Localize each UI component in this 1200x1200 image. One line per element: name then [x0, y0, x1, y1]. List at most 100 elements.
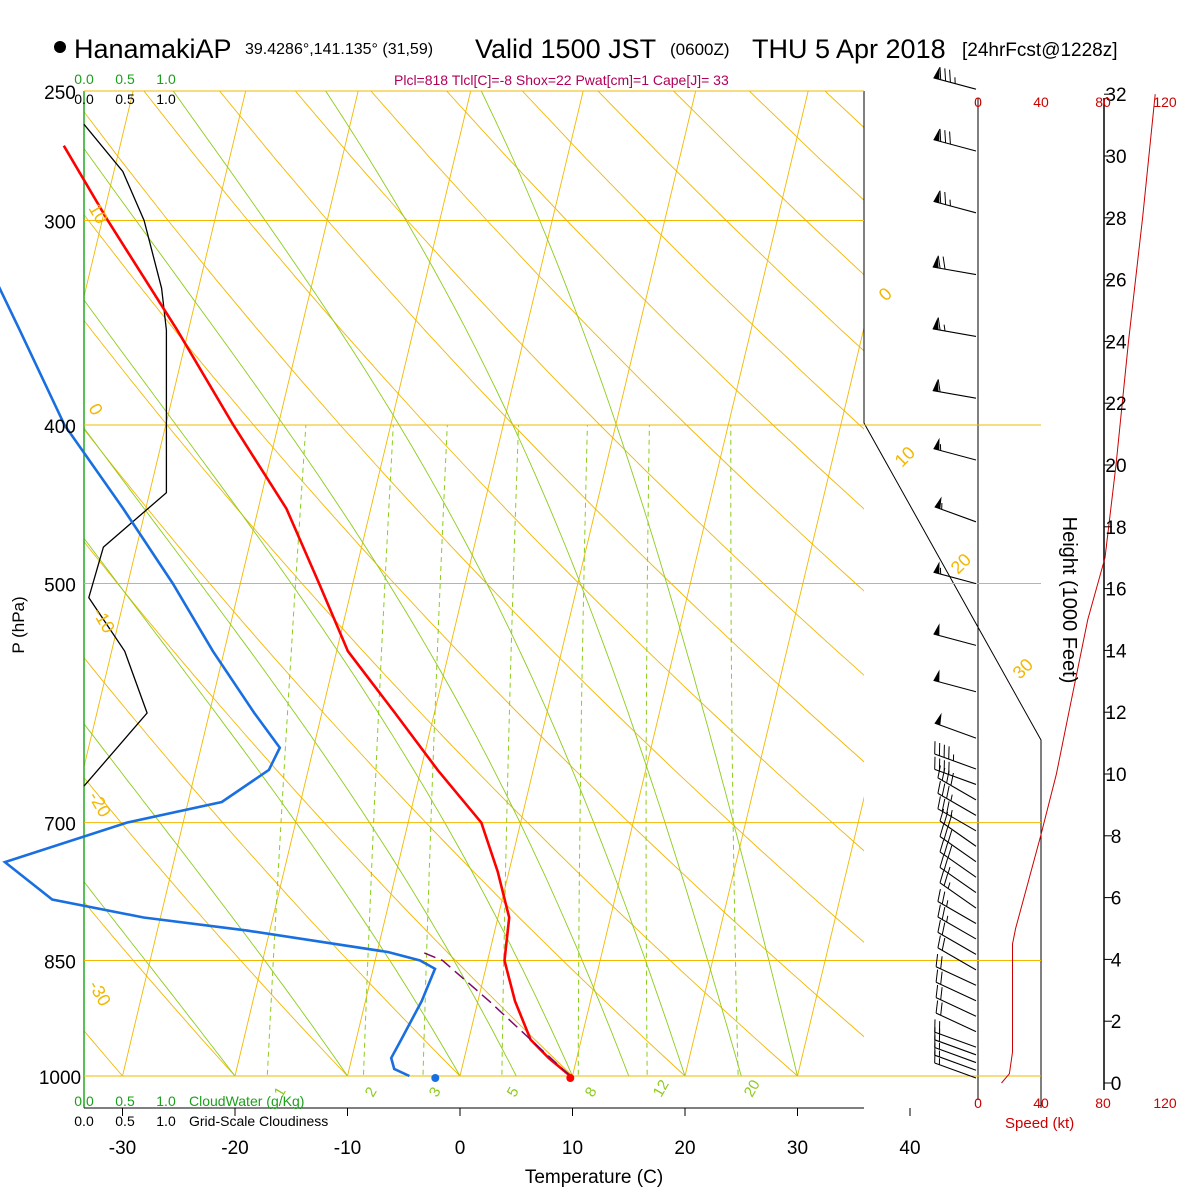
temperature-line	[62, 145, 572, 1077]
surface-dewpoint-point	[431, 1074, 440, 1082]
wind-barb	[935, 1000, 977, 1033]
wind-barb-half-flag	[943, 324, 946, 331]
cloudiness-scale-bottom: 1.0	[156, 1113, 176, 1129]
dewpoint-line	[0, 285, 437, 1078]
wind-barb-half-flag	[946, 915, 949, 923]
wind-barb	[939, 855, 977, 894]
wind-barb-flag	[939, 128, 942, 142]
wind-barb	[937, 780, 977, 816]
moist-adiabat-line	[84, 537, 461, 1076]
wind-barb-pennant	[933, 623, 940, 636]
wind-barb-flag	[941, 767, 946, 781]
wind-barb-staff	[933, 448, 977, 461]
dry-adiabat-line	[84, 776, 348, 1076]
wind-barb	[935, 984, 977, 1017]
height-tick-label: 2	[1111, 1012, 1122, 1033]
wind-barb-flag	[947, 814, 953, 827]
wind-barb	[934, 1027, 977, 1056]
valid-date: THU 5 Apr 2018	[752, 34, 946, 64]
wind-barb	[933, 623, 977, 646]
cloudwater-scale-bottom: 0.0	[74, 1093, 94, 1109]
wind-barb-flag	[937, 379, 941, 392]
height-tick-label: 6	[1111, 889, 1122, 910]
wind-barb-flag	[935, 1000, 939, 1014]
wind-barb-pennant	[933, 67, 940, 80]
wind-barb	[939, 824, 977, 863]
wind-barb-pennant	[934, 712, 942, 726]
height-tick-label: 26	[1105, 271, 1126, 292]
isotherm-label: 0	[85, 400, 107, 419]
wind-barb-flag	[941, 798, 946, 812]
dry-adiabat-line	[84, 213, 864, 1038]
wind-barb-flag	[944, 191, 947, 205]
wind-barb-staff	[935, 1012, 977, 1033]
wind-barb-flag	[949, 131, 951, 145]
speed-axis-title: Speed (kt)	[1005, 1115, 1074, 1132]
zulu-time: (0600Z)	[670, 40, 730, 59]
wind-barb-flag	[937, 904, 941, 918]
cloudiness-label: Grid-Scale Cloudiness	[189, 1113, 328, 1129]
cloudiness-profile	[83, 123, 168, 787]
cloudiness-scale-top: 1.0	[156, 91, 176, 107]
wind-barb-flag	[943, 842, 949, 855]
speed-tick-label-top: 80	[1095, 94, 1111, 110]
dry-adiabat-line	[521, 91, 864, 430]
wind-barb-flag	[941, 783, 946, 797]
isotherm-label: 30	[1009, 655, 1037, 683]
wind-barb-half-flag	[950, 794, 953, 802]
wind-barb-staff	[935, 997, 977, 1017]
wind-barb-flag	[946, 801, 950, 814]
pressure-tick-label: 500	[44, 576, 76, 597]
moist-adiabat-line	[325, 91, 742, 1076]
wind-barb-staff	[932, 390, 977, 399]
station-marker-icon	[54, 41, 66, 53]
isotherm-label: 10	[85, 200, 112, 227]
wind-barb-staff	[933, 571, 977, 585]
wind-barb-staff	[934, 1054, 977, 1071]
cloudwater-scale-top: 0.5	[115, 71, 135, 87]
wind-barb-half-flag	[947, 866, 951, 874]
moist-adiabat-line	[480, 91, 798, 1076]
mixing-ratio-label: 8	[582, 1084, 601, 1100]
mixing-ratio-line	[362, 424, 394, 1076]
wind-barb-flag	[937, 765, 941, 778]
wind-barb-flag	[939, 870, 945, 883]
mixing-ratio-line	[422, 424, 448, 1076]
wind-barb-flag	[937, 780, 941, 794]
dry-adiabat-line	[219, 91, 864, 763]
wind-barb-flag	[937, 889, 941, 902]
wind-barb-staff	[937, 792, 977, 816]
wind-barb	[933, 128, 977, 152]
dry-adiabat-line	[84, 319, 798, 1076]
speed-tick-label-top: 40	[1033, 94, 1049, 110]
moist-adiabat-line	[84, 427, 517, 1076]
wind-barb	[933, 561, 977, 585]
pressure-tick-label: 700	[44, 815, 76, 836]
height-tick-label: 4	[1111, 950, 1122, 971]
wind-barb-staff	[937, 916, 977, 940]
moist-adiabat-line	[172, 91, 686, 1076]
wind-barb-flag	[947, 845, 953, 858]
wind-barb-flag	[943, 827, 949, 840]
cloudwater-scale-top: 0.0	[74, 71, 94, 87]
mixing-ratio-label: 20	[741, 1077, 764, 1100]
chart-grid	[83, 90, 1105, 1108]
wind-barb-flag	[944, 68, 947, 82]
wind-barb-flag	[943, 811, 949, 825]
dry-adiabat-line	[84, 111, 864, 943]
wind-barb-flag	[940, 987, 943, 1000]
mixing-ratio-line	[645, 424, 650, 1076]
sounding-indices: Plcl=818 Tlcl[C]=-8 Shox=22 Pwat[cm]=1 C…	[394, 72, 729, 88]
wind-barb-staff	[934, 753, 977, 770]
wind-barb-staff	[933, 633, 977, 646]
mixing-ratio-line	[501, 424, 519, 1076]
wind-barb	[939, 870, 977, 909]
temperature-tick-label: 10	[562, 1138, 583, 1159]
wind-barb-pennant	[934, 496, 942, 509]
dry-adiabat-line	[84, 541, 573, 1076]
speed-tick-label-bottom: 80	[1095, 1095, 1111, 1111]
wind-barb	[933, 67, 977, 90]
wind-barb-staff	[937, 777, 977, 801]
wind-barb-flag	[946, 785, 950, 799]
